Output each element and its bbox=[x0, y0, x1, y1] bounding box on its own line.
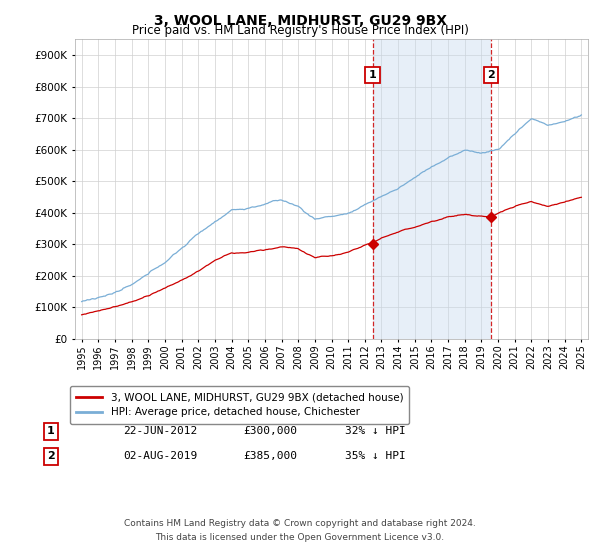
Text: 32% ↓ HPI: 32% ↓ HPI bbox=[345, 426, 406, 436]
Text: 35% ↓ HPI: 35% ↓ HPI bbox=[345, 451, 406, 461]
Text: Contains HM Land Registry data © Crown copyright and database right 2024.: Contains HM Land Registry data © Crown c… bbox=[124, 519, 476, 528]
Text: 02-AUG-2019: 02-AUG-2019 bbox=[123, 451, 197, 461]
Text: 2: 2 bbox=[487, 70, 495, 80]
Text: 22-JUN-2012: 22-JUN-2012 bbox=[123, 426, 197, 436]
Text: 2: 2 bbox=[47, 451, 55, 461]
Text: 3, WOOL LANE, MIDHURST, GU29 9BX: 3, WOOL LANE, MIDHURST, GU29 9BX bbox=[154, 14, 446, 28]
Text: 1: 1 bbox=[369, 70, 377, 80]
Text: This data is licensed under the Open Government Licence v3.0.: This data is licensed under the Open Gov… bbox=[155, 533, 445, 542]
Text: £385,000: £385,000 bbox=[243, 451, 297, 461]
Legend: 3, WOOL LANE, MIDHURST, GU29 9BX (detached house), HPI: Average price, detached : 3, WOOL LANE, MIDHURST, GU29 9BX (detach… bbox=[70, 386, 409, 424]
Bar bbox=[373, 39, 491, 339]
Text: £300,000: £300,000 bbox=[243, 426, 297, 436]
Text: Price paid vs. HM Land Registry's House Price Index (HPI): Price paid vs. HM Land Registry's House … bbox=[131, 24, 469, 37]
Text: 1: 1 bbox=[47, 426, 55, 436]
